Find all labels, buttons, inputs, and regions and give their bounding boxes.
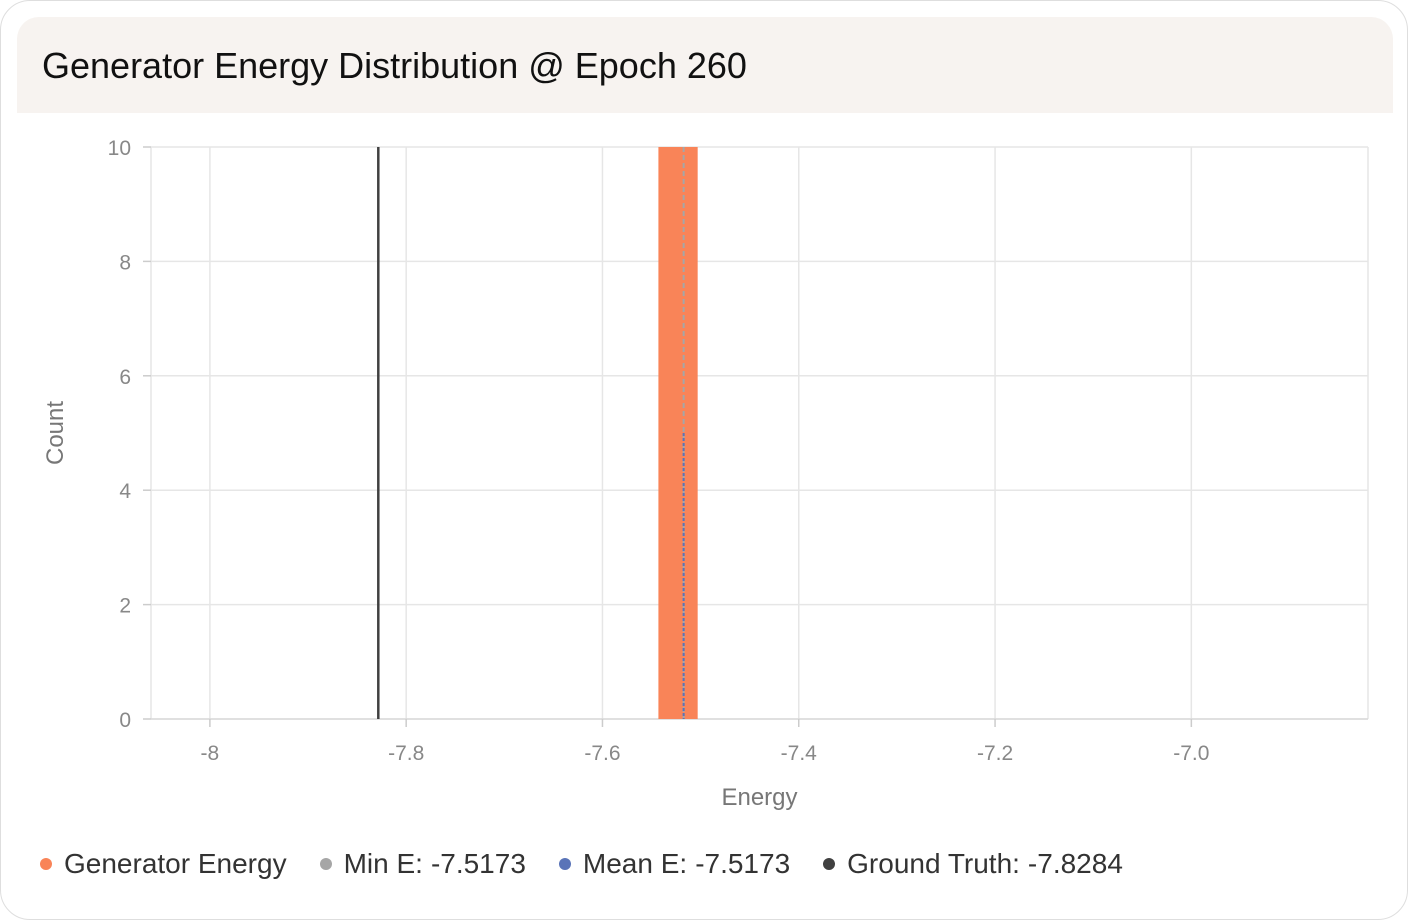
y-tick-label: 10 [108,137,131,160]
histogram-bar [658,147,698,719]
legend-value: -7.8284 [1027,848,1123,879]
legend-item-generator-energy[interactable]: Generator Energy [40,848,287,880]
y-tick-label: 0 [119,709,131,732]
legend-dot-generator-icon [40,858,52,870]
y-tick-label: 2 [119,595,131,618]
legend-item-ground-truth[interactable]: Ground Truth: -7.8284 [823,848,1123,880]
legend-item-mean-e[interactable]: Mean E: -7.5173 [558,848,791,880]
y-tick-label: 6 [119,366,131,389]
legend-label: Generator Energy [64,848,287,879]
legend-label: Mean E: [582,848,688,879]
legend-dot-ground-truth-icon [823,858,836,870]
x-tick-label: -7.4 [781,742,818,765]
chart-legend: Generator Energy Min E: -7.5173 Mean E: … [40,848,1156,880]
card-header: Generator Energy Distribution @ Epoch 26… [17,17,1393,113]
x-tick-label: -7.6 [584,742,620,765]
y-axis-label: Count [42,401,69,465]
legend-label: Ground Truth: [847,848,1020,879]
chart-title: Generator Energy Distribution @ Epoch 26… [42,45,747,86]
y-tick-label: 8 [119,251,131,274]
x-tick-label: -8 [201,742,220,765]
x-axis-label: Energy [721,784,797,811]
legend-value: -7.5173 [430,848,526,879]
x-tick-label: -7.0 [1173,742,1209,765]
legend-label: Min E: [343,848,423,879]
y-tick-label: 4 [119,480,131,503]
x-tick-label: -7.2 [977,742,1013,765]
legend-value: -7.5173 [695,848,791,879]
legend-dot-min-icon [319,858,332,870]
legend-item-min-e[interactable]: Min E: -7.5173 [319,848,526,880]
energy-histogram: 0 2 4 6 8 10 -8 -7.8 -7.6 -7.4 -7.2 -7.0 Energy Count [42,137,1369,811]
legend-dot-mean-icon [558,858,571,870]
x-tick-label: -7.8 [388,742,424,765]
